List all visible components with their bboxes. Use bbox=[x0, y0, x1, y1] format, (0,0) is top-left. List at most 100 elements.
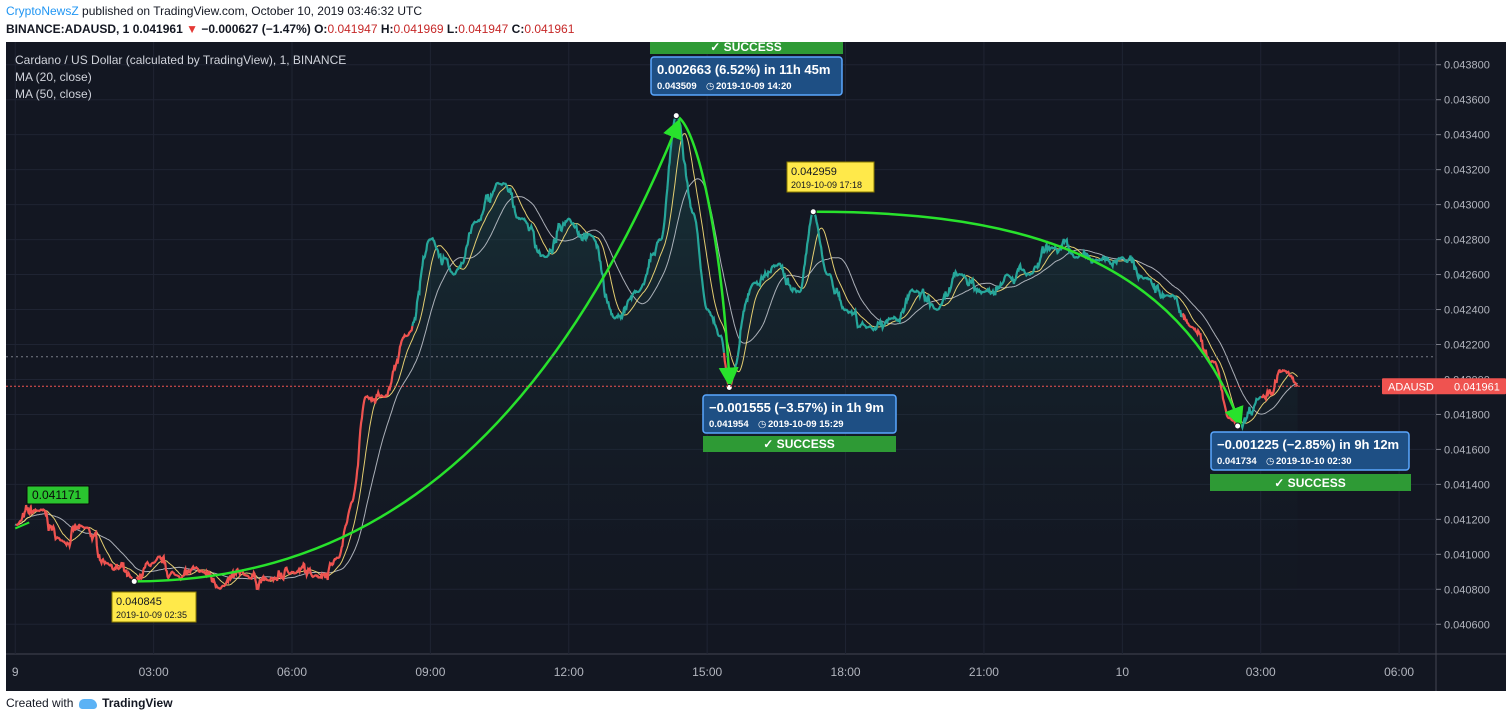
tradingview-cloud-icon bbox=[78, 698, 97, 709]
high-note-time: 2019-10-09 17:18 bbox=[791, 180, 862, 190]
current-price-tag: ADAUSD 0.041961 bbox=[1382, 378, 1506, 395]
time-tick-label: 18:00 bbox=[831, 665, 861, 679]
measure-2-price: 0.041954 bbox=[709, 419, 749, 430]
created-with-label: Created with bbox=[6, 696, 74, 710]
published-text: published on TradingView.com, October 10… bbox=[82, 4, 423, 18]
high-note: 0.042959 2019-10-09 17:18 bbox=[786, 161, 875, 193]
price-tick-label: 0.042400 bbox=[1444, 305, 1490, 317]
time-tick-label: 10 bbox=[1116, 665, 1130, 679]
price-segment-up bbox=[731, 210, 1184, 378]
start-price-tag: 0.041171 bbox=[26, 485, 90, 505]
point-marker bbox=[130, 577, 138, 585]
chart-title: Cardano / US Dollar (calculated by Tradi… bbox=[15, 53, 346, 67]
price-tick-label: 0.043000 bbox=[1444, 200, 1490, 212]
time-tick-label: 15:00 bbox=[692, 665, 722, 679]
publisher-link[interactable]: CryptoNewsZ bbox=[6, 4, 79, 18]
price-tick-label: 0.042600 bbox=[1444, 270, 1490, 282]
point-marker bbox=[672, 112, 680, 120]
price-segment-down bbox=[1261, 368, 1299, 402]
clock-icon: ◷ bbox=[758, 419, 767, 430]
ma20-legend[interactable]: MA (20, close) bbox=[15, 70, 92, 84]
publish-header: CryptoNewsZ published on TradingView.com… bbox=[6, 4, 422, 18]
price-tick-label: 0.041600 bbox=[1444, 444, 1490, 456]
low-note: 0.040845 2019-10-09 02:35 bbox=[111, 591, 197, 623]
drop-arrow-2 bbox=[675, 114, 739, 388]
success-label-3: ✓ SUCCESS bbox=[1274, 476, 1345, 490]
price-axis-background bbox=[1436, 42, 1506, 691]
close-value: 0.041961 bbox=[524, 22, 575, 36]
time-tick-label: 12:00 bbox=[554, 665, 584, 679]
success-badge-3 bbox=[1210, 474, 1411, 491]
symbol-label: BINANCE:ADAUSD, 1 bbox=[6, 22, 130, 36]
price-tick-label: 0.043200 bbox=[1444, 165, 1490, 177]
point-marker bbox=[809, 208, 817, 216]
time-tick-label: 06:00 bbox=[1384, 665, 1414, 679]
open-value: 0.041947 bbox=[327, 22, 378, 36]
low-note-time: 2019-10-09 02:35 bbox=[116, 610, 187, 620]
tradingview-brand[interactable]: TradingView bbox=[102, 696, 173, 710]
measure-box-3: −0.001225 (−2.85%) in 9h 12m 0.041734 ◷ … bbox=[1210, 431, 1411, 491]
drop-arrow-3 bbox=[813, 210, 1244, 428]
time-axis-background bbox=[6, 654, 1436, 691]
time-tick-label: 9 bbox=[12, 665, 19, 679]
price-chart[interactable]: 0.040600 0.040800 0.041000 0.041200 0.041400… bbox=[6, 40, 1506, 691]
start-tick bbox=[14, 521, 30, 530]
low-value: 0.041947 bbox=[458, 22, 509, 36]
price-tag-value: 0.041961 bbox=[1454, 381, 1500, 393]
ma50-legend[interactable]: MA (50, close) bbox=[15, 87, 92, 101]
price-tick-label: 0.043800 bbox=[1444, 60, 1490, 72]
start-price-value: 0.041171 bbox=[32, 488, 81, 502]
measure-3-price: 0.041734 bbox=[1217, 456, 1257, 467]
price-segment-up bbox=[14, 523, 17, 526]
price-tick-label: 0.041000 bbox=[1444, 549, 1490, 561]
low-note-price: 0.040845 bbox=[116, 596, 162, 608]
high-value: 0.041969 bbox=[393, 22, 444, 36]
time-tick-label: 09:00 bbox=[415, 665, 445, 679]
price-change: −0.000627 (−1.47%) bbox=[201, 22, 311, 36]
measure-1-main: 0.002663 (6.52%) in 11h 45m bbox=[657, 62, 830, 77]
low-label: L: bbox=[446, 22, 459, 36]
price-tick-label: 0.042800 bbox=[1444, 235, 1490, 247]
high-note-price: 0.042959 bbox=[791, 166, 837, 178]
measure-2-time: 2019-10-09 15:29 bbox=[768, 419, 844, 430]
clock-icon: ◷ bbox=[706, 81, 715, 92]
measure-box-1: ✓ SUCCESS 0.002663 (6.52%) in 11h 45m 0.… bbox=[650, 40, 843, 96]
measure-2-main: −0.001555 (−3.57%) in 1h 9m bbox=[709, 400, 884, 415]
ohlc-header: BINANCE:ADAUSD, 1 0.041961 ▼ −0.000627 (… bbox=[6, 22, 574, 36]
success-badge-2 bbox=[703, 436, 896, 452]
price-tick-label: 0.040800 bbox=[1444, 584, 1490, 596]
measure-3-time: 2019-10-10 02:30 bbox=[1276, 456, 1352, 467]
success-badge-1 bbox=[650, 40, 843, 54]
success-label-2: ✓ SUCCESS bbox=[763, 437, 834, 451]
high-label: H: bbox=[380, 22, 394, 36]
open-label: O: bbox=[314, 22, 328, 36]
time-tick-label: 03:00 bbox=[1246, 665, 1276, 679]
footer: Created with TradingView bbox=[6, 696, 173, 710]
price-tick-label: 0.043400 bbox=[1444, 130, 1490, 142]
measure-1-time: 2019-10-09 14:20 bbox=[716, 81, 792, 92]
price-segment-down bbox=[15, 325, 414, 591]
time-axis: 9 03:00 06:00 09:00 12:00 15:00 18:00 21:00 10 03… bbox=[12, 665, 1415, 679]
measure-box-2: −0.001555 (−3.57%) in 1h 9m 0.041954 ◷ 2… bbox=[702, 394, 897, 452]
price-tick-label: 0.041800 bbox=[1444, 409, 1490, 421]
price-tick-label: 0.043600 bbox=[1444, 95, 1490, 107]
rise-arrow-1 bbox=[134, 118, 682, 583]
clock-icon: ◷ bbox=[1266, 456, 1275, 467]
area-fill bbox=[15, 115, 1298, 654]
down-triangle-icon: ▼ bbox=[186, 22, 198, 36]
point-marker bbox=[1234, 422, 1242, 430]
trend-arrows bbox=[14, 114, 1244, 583]
success-label-1: ✓ SUCCESS bbox=[710, 42, 781, 54]
price-area bbox=[15, 115, 1298, 654]
time-tick-label: 21:00 bbox=[969, 665, 999, 679]
price-tick-label: 0.040600 bbox=[1444, 619, 1490, 631]
price-tick-label: 0.041200 bbox=[1444, 514, 1490, 526]
point-marker bbox=[725, 384, 733, 392]
price-tag-symbol: ADAUSD bbox=[1388, 381, 1434, 393]
last-price: 0.041961 bbox=[132, 22, 183, 36]
measure-3-main: −0.001225 (−2.85%) in 9h 12m bbox=[1217, 437, 1399, 452]
price-tick-label: 0.042200 bbox=[1444, 340, 1490, 352]
measure-1-price: 0.043509 bbox=[657, 81, 697, 92]
close-label: C: bbox=[511, 22, 525, 36]
time-tick-label: 06:00 bbox=[277, 665, 307, 679]
